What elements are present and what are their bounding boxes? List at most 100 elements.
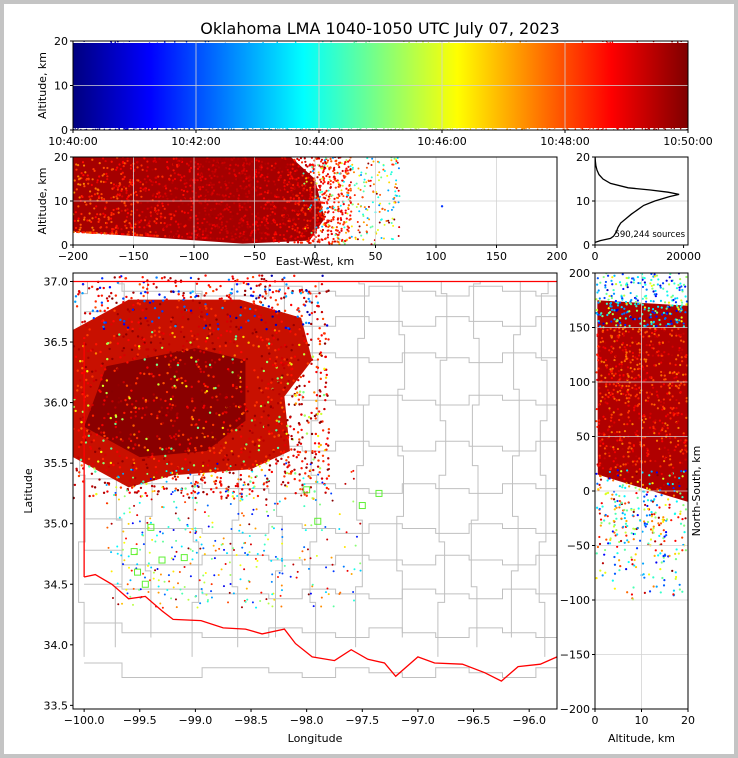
vhf-source-point xyxy=(629,114,631,117)
vhf-source-point xyxy=(263,425,267,428)
vhf-source-point xyxy=(388,181,391,184)
vhf-source-point xyxy=(319,377,322,381)
vhf-source-point xyxy=(345,217,348,220)
vhf-source-point xyxy=(235,554,238,557)
vhf-source-point xyxy=(76,369,79,372)
vhf-source-point xyxy=(127,522,130,525)
vhf-source-point xyxy=(278,127,281,129)
vhf-source-point xyxy=(420,51,423,54)
vhf-source-point xyxy=(297,158,301,162)
vhf-source-point xyxy=(124,127,126,129)
vhf-source-point xyxy=(285,345,288,348)
vhf-source-point xyxy=(270,220,274,224)
vhf-source-point xyxy=(161,421,165,425)
vhf-source-point xyxy=(338,166,341,169)
vhf-source-point xyxy=(159,530,162,533)
vhf-source-point xyxy=(212,189,216,192)
vhf-source-point xyxy=(199,367,202,371)
vhf-source-point xyxy=(237,157,240,160)
vhf-source-point xyxy=(203,476,206,479)
vhf-source-point xyxy=(176,475,179,479)
vhf-source-point xyxy=(109,437,113,440)
vhf-source-point xyxy=(316,358,320,361)
vhf-source-point xyxy=(310,234,314,237)
vhf-source-point xyxy=(394,128,397,130)
vhf-source-point xyxy=(310,204,313,207)
vhf-source-point xyxy=(246,225,249,229)
vhf-source-point xyxy=(290,374,293,377)
vhf-source-point xyxy=(248,177,251,180)
vhf-source-point xyxy=(182,193,185,197)
vhf-source-point xyxy=(326,202,329,205)
vhf-source-point xyxy=(383,50,385,52)
vhf-source-point xyxy=(98,195,101,198)
vhf-source-point xyxy=(248,45,251,48)
vhf-source-point xyxy=(397,201,400,204)
vhf-source-point xyxy=(270,580,273,583)
vhf-source-point xyxy=(566,60,568,62)
vhf-source-point xyxy=(118,516,121,519)
vhf-source-point xyxy=(146,319,149,323)
vhf-source-point xyxy=(284,326,287,330)
vhf-source-point xyxy=(252,508,255,511)
vhf-source-point xyxy=(213,557,216,560)
vhf-source-point xyxy=(379,193,382,196)
vhf-source-point xyxy=(140,78,142,80)
vhf-source-point xyxy=(263,179,267,182)
vhf-source-point xyxy=(268,44,271,47)
vhf-source-point xyxy=(84,343,87,346)
vhf-source-point xyxy=(264,321,267,324)
vhf-source-point xyxy=(178,207,181,211)
vhf-source-point xyxy=(546,59,549,62)
vhf-source-point xyxy=(318,184,321,187)
vhf-source-point xyxy=(275,429,278,432)
vhf-source-point xyxy=(320,354,323,357)
vhf-source-point xyxy=(276,239,279,242)
vhf-source-point xyxy=(306,52,309,55)
vhf-source-point xyxy=(86,174,89,177)
vhf-source-point xyxy=(392,206,395,209)
vhf-source-point xyxy=(215,162,219,165)
vhf-source-point xyxy=(192,50,195,53)
vhf-source-point xyxy=(292,197,295,200)
vhf-source-point xyxy=(285,230,289,233)
vhf-source-point xyxy=(284,187,288,190)
vhf-source-point xyxy=(177,582,180,585)
vhf-source-point xyxy=(267,342,271,345)
vhf-source-point xyxy=(141,168,144,171)
vhf-source-point xyxy=(334,229,338,232)
vhf-source-point xyxy=(172,169,175,172)
vhf-source-point xyxy=(202,547,205,550)
vhf-source-point xyxy=(609,41,611,44)
vhf-source-point xyxy=(265,504,268,507)
vhf-source-point xyxy=(103,215,106,219)
vhf-source-point xyxy=(169,354,173,357)
vhf-source-point xyxy=(258,294,262,297)
vhf-source-point xyxy=(626,127,628,129)
vhf-source-point xyxy=(359,57,362,60)
vhf-source-point xyxy=(112,334,116,338)
vhf-source-point xyxy=(105,297,109,300)
vhf-source-point xyxy=(322,460,325,463)
vhf-source-point xyxy=(200,173,203,177)
vhf-source-point xyxy=(162,487,166,491)
vhf-source-point xyxy=(671,46,674,49)
vhf-source-point xyxy=(194,595,197,598)
vhf-source-point xyxy=(230,194,233,198)
vhf-source-point xyxy=(296,570,299,573)
vhf-source-point xyxy=(283,475,286,478)
vhf-source-point xyxy=(428,53,430,55)
vhf-source-point xyxy=(537,86,539,88)
vhf-source-point xyxy=(276,446,280,450)
vhf-source-point xyxy=(277,348,280,351)
vhf-source-point xyxy=(292,379,295,382)
vhf-source-point xyxy=(259,175,262,178)
vhf-source-point xyxy=(128,479,132,482)
vhf-source-point xyxy=(312,185,316,189)
vhf-source-point xyxy=(474,86,476,88)
vhf-source-point xyxy=(183,225,186,228)
vhf-source-point xyxy=(99,309,102,313)
vhf-source-point xyxy=(365,230,368,233)
vhf-source-point xyxy=(324,211,327,214)
vhf-source-point xyxy=(282,196,285,199)
